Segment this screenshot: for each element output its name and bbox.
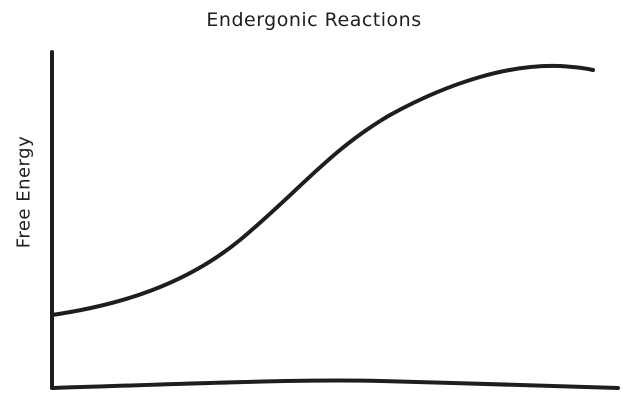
y-axis-line [49,50,54,390]
free-energy-curve [50,63,595,317]
x-axis-line [51,378,620,390]
diagram-title: Endergonic Reactions [206,9,422,31]
y-axis-label: Free Energy [13,135,35,249]
